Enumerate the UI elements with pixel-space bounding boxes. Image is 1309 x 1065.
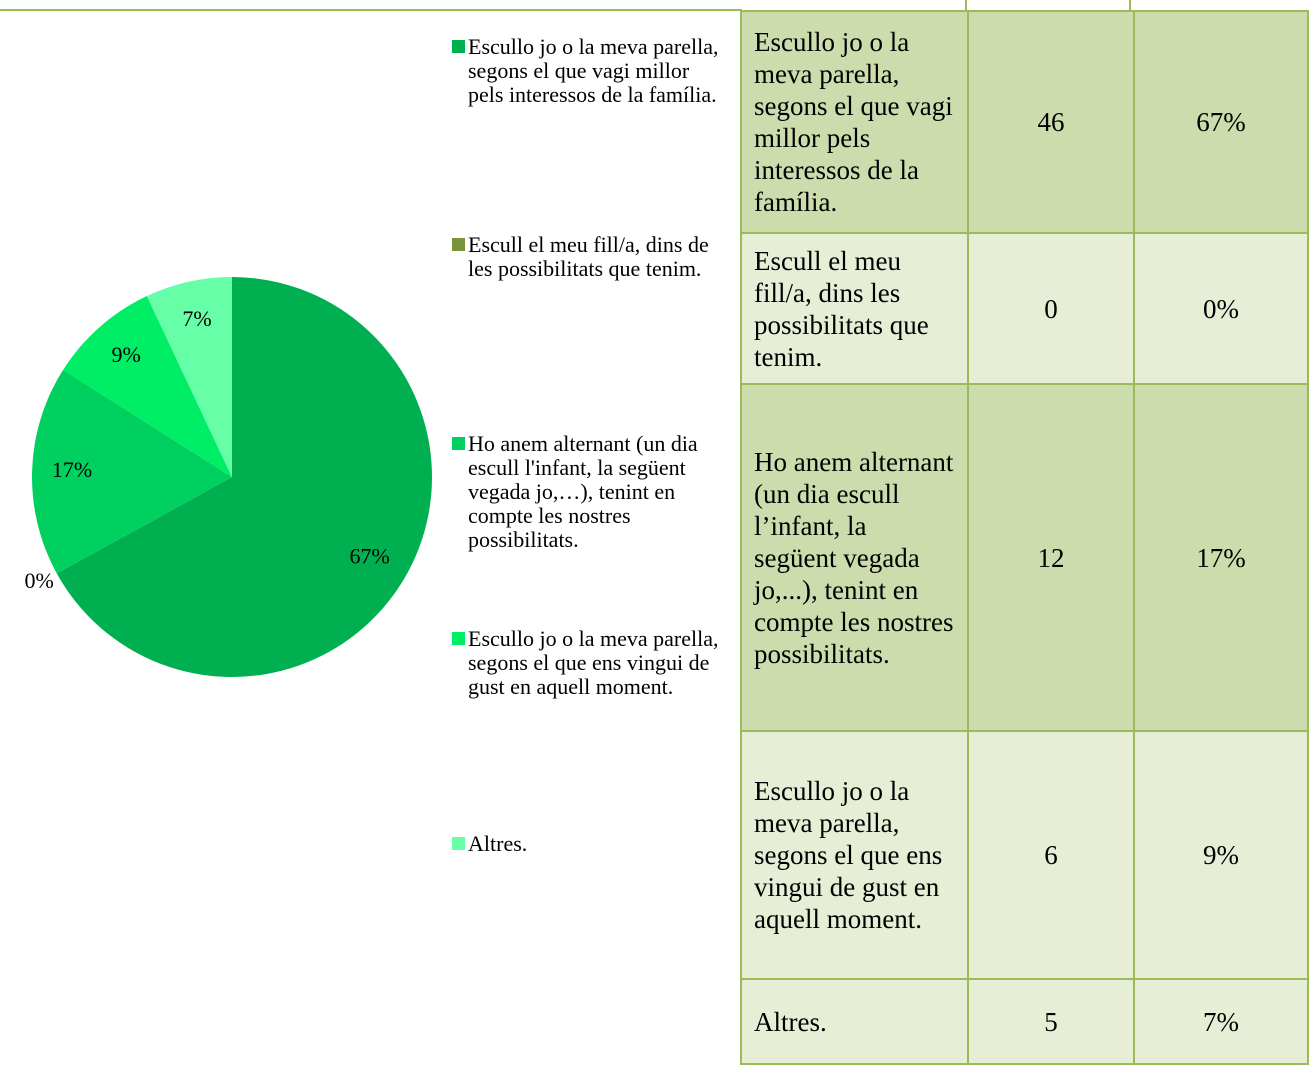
pie-slice: [32, 369, 233, 574]
table-row: Escullo jo o la meva parella, segons el …: [740, 730, 1309, 980]
data-label: 67%: [350, 543, 390, 568]
table-cell: 0: [967, 232, 1135, 385]
table-row: Altres. 5 7%: [740, 978, 1309, 1065]
rule: [0, 9, 742, 11]
table-cell: 17%: [1133, 383, 1309, 732]
legend-label: Escullo jo o la meva parella, segons el …: [468, 34, 719, 107]
data-label: 9%: [112, 342, 141, 367]
legend-label: Escullo jo o la meva parella, segons el …: [468, 626, 719, 699]
legend-item: Escullo jo o la meva parella, segons el …: [452, 627, 720, 699]
legend-label: Ho anem alternant (un dia escull l'infan…: [468, 431, 698, 552]
pie-slice: [63, 296, 232, 477]
table-cell: Escull el meu fill/a, dins les possibili…: [740, 232, 969, 385]
legend-label: Escull el meu fill/a, dins de les possib…: [468, 232, 709, 281]
table-cell: 12: [967, 383, 1135, 732]
table-cell: Escullo jo o la meva parella, segons el …: [740, 730, 969, 980]
data-label: 7%: [182, 306, 211, 331]
legend-item: Altres.: [452, 832, 720, 856]
legend-item: Escull el meu fill/a, dins de les possib…: [452, 233, 720, 281]
table-cell: Ho anem alternant (un dia escull l’infan…: [740, 383, 969, 732]
legend-swatch: [452, 837, 465, 850]
data-table: Escullo jo o la meva parella, segons el …: [740, 10, 1309, 1065]
data-label: 17%: [52, 457, 92, 482]
table-cell: Escullo jo o la meva parella, segons el …: [740, 10, 969, 234]
legend-swatch: [452, 632, 465, 645]
table-cell: 9%: [1133, 730, 1309, 980]
legend-label: Altres.: [468, 831, 528, 856]
table-cell: Altres.: [740, 978, 969, 1065]
legend-item: Escullo jo o la meva parella, segons el …: [452, 35, 720, 107]
pie-slice: [146, 277, 232, 477]
data-label: 0%: [25, 568, 54, 593]
table-cell: 6: [967, 730, 1135, 980]
table-row: Ho anem alternant (un dia escull l’infan…: [740, 383, 1309, 732]
legend-swatch: [452, 40, 465, 53]
table-cell: 7%: [1133, 978, 1309, 1065]
legend-swatch: [452, 238, 465, 251]
legend-swatch: [452, 437, 465, 450]
table-cell: 46: [967, 10, 1135, 234]
table-cell: 5: [967, 978, 1135, 1065]
pie-chart: 67% 0% 17% 9% 7%: [25, 277, 433, 678]
table-cell: 67%: [1133, 10, 1309, 234]
table-cell: 0%: [1133, 232, 1309, 385]
legend-item: Ho anem alternant (un dia escull l'infan…: [452, 432, 720, 552]
rule: [965, 0, 967, 10]
table-row: Escullo jo o la meva parella, segons el …: [740, 10, 1309, 234]
table-row: Escull el meu fill/a, dins les possibili…: [740, 232, 1309, 385]
rule: [1129, 0, 1131, 10]
pie-slice: [56, 277, 433, 678]
